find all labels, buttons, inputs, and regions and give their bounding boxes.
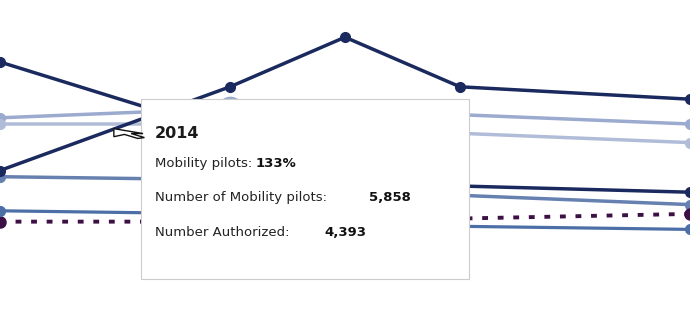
Text: Number of Mobility pilots:: Number of Mobility pilots:	[155, 191, 331, 204]
Text: 2014: 2014	[155, 126, 199, 140]
Polygon shape	[114, 129, 144, 139]
Text: 5,858: 5,858	[369, 191, 411, 204]
Text: Number Authorized:: Number Authorized:	[155, 226, 294, 239]
Text: 4,393: 4,393	[324, 226, 366, 239]
FancyBboxPatch shape	[141, 99, 469, 279]
Text: Mobility pilots:: Mobility pilots:	[155, 157, 257, 170]
Text: 133%: 133%	[255, 157, 296, 170]
